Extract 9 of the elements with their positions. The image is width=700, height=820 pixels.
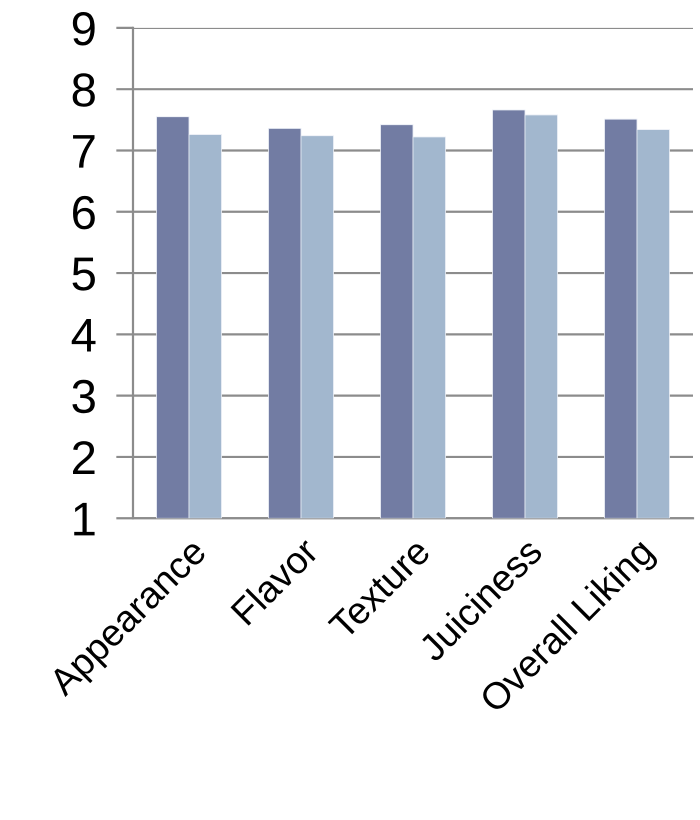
y-tick-label: 9 <box>72 12 95 46</box>
y-tick-label: 8 <box>72 73 95 107</box>
y-tick-label: 4 <box>72 318 96 352</box>
y-tick-label: 7 <box>73 135 95 168</box>
y-tick-label: 5 <box>72 258 95 291</box>
y-tick-label: 2 <box>73 441 95 474</box>
y-tick-label: 6 <box>73 196 95 230</box>
y-tick-label: 1 <box>74 502 95 536</box>
y-tick-label: 3 <box>72 380 95 414</box>
